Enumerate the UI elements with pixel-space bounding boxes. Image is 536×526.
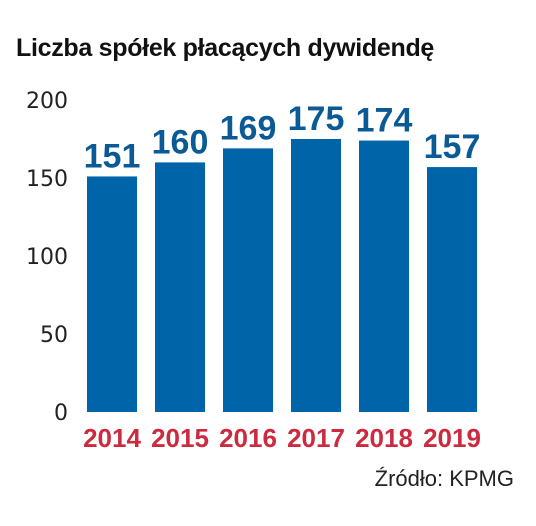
source-note: Źródło: KPMG: [374, 466, 514, 491]
bars: [87, 139, 477, 413]
category-label-2019: 2019: [423, 423, 481, 453]
value-label-2016: 169: [220, 109, 277, 147]
y-tick-label: 50: [40, 323, 68, 348]
y-tick-label: 0: [54, 401, 68, 426]
category-label-2018: 2018: [355, 423, 413, 453]
value-label-2019: 157: [424, 128, 481, 166]
bar-2017: [291, 139, 341, 412]
bar-2016: [223, 148, 273, 413]
value-label-2015: 160: [152, 123, 209, 161]
y-tick-label: 200: [26, 89, 68, 114]
category-label-2016: 2016: [219, 423, 277, 453]
bar-2014: [87, 176, 137, 412]
bar-2019: [427, 167, 477, 412]
value-label-2014: 151: [84, 137, 141, 175]
chart-title: Liczba spółek płacących dywidendę: [16, 34, 435, 62]
category-label-2014: 2014: [83, 423, 141, 453]
y-tick-label: 100: [26, 245, 68, 270]
value-labels: 151 160 169 175 174 157: [84, 100, 481, 175]
y-axis-ticks: 0 50 100 150 200: [26, 89, 68, 426]
bar-2018: [359, 140, 409, 412]
bar-2015: [155, 162, 205, 412]
y-tick-label: 150: [26, 167, 68, 192]
category-labels: 2014 2015 2016 2017 2018 2019: [83, 423, 481, 453]
value-label-2017: 175: [288, 100, 345, 138]
category-label-2015: 2015: [151, 423, 209, 453]
value-label-2018: 174: [356, 102, 413, 140]
category-label-2017: 2017: [287, 423, 345, 453]
